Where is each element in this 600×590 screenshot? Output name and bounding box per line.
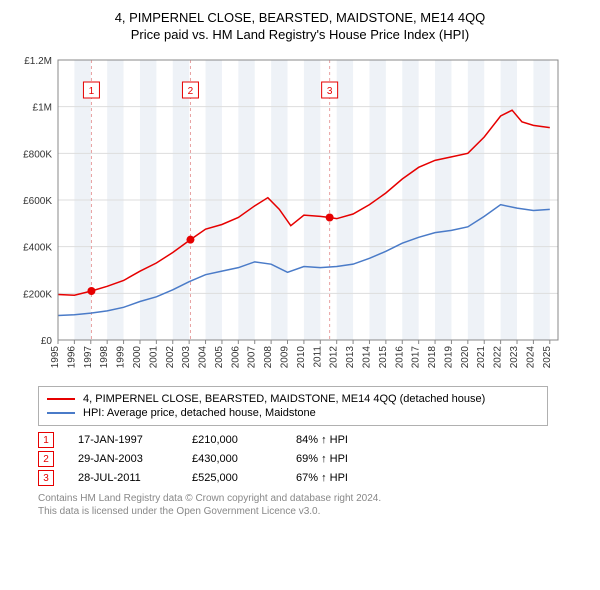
svg-text:2017: 2017 — [411, 346, 422, 369]
svg-text:2010: 2010 — [296, 346, 307, 369]
footer-line-2: This data is licensed under the Open Gov… — [38, 505, 592, 518]
legend-label: HPI: Average price, detached house, Maid… — [83, 407, 316, 419]
chart-subtitle: Price paid vs. HM Land Registry's House … — [8, 27, 592, 42]
svg-text:1996: 1996 — [66, 346, 77, 369]
svg-text:2003: 2003 — [181, 346, 192, 369]
footer-line-1: Contains HM Land Registry data © Crown c… — [38, 492, 592, 505]
svg-text:2018: 2018 — [427, 346, 438, 369]
marker-row: 2 29-JAN-2003 £430,000 69% ↑ HPI — [38, 451, 592, 467]
svg-text:2021: 2021 — [476, 346, 487, 369]
svg-text:2006: 2006 — [230, 346, 241, 369]
svg-text:2007: 2007 — [247, 346, 258, 369]
marker-delta: 84% ↑ HPI — [296, 434, 348, 446]
marker-delta: 67% ↑ HPI — [296, 472, 348, 484]
chart-title: 4, PIMPERNEL CLOSE, BEARSTED, MAIDSTONE,… — [8, 10, 592, 25]
svg-text:2023: 2023 — [509, 346, 520, 369]
svg-text:2000: 2000 — [132, 346, 143, 369]
svg-text:2009: 2009 — [280, 346, 291, 369]
legend-label: 4, PIMPERNEL CLOSE, BEARSTED, MAIDSTONE,… — [83, 393, 485, 405]
price-chart: 1 2 3 £0 £200K £400K £600K £800K £1M £1.2M 1995 199… — [8, 50, 568, 380]
marker-badge: 3 — [38, 470, 54, 486]
marker-delta: 69% ↑ HPI — [296, 453, 348, 465]
svg-text:3: 3 — [327, 86, 333, 97]
svg-text:2004: 2004 — [198, 346, 209, 369]
svg-text:£0: £0 — [41, 336, 53, 347]
svg-text:2001: 2001 — [148, 346, 159, 369]
legend-swatch — [47, 412, 75, 414]
marker-price: £525,000 — [192, 472, 272, 484]
marker-date: 28-JUL-2011 — [78, 472, 168, 484]
svg-text:2024: 2024 — [525, 346, 536, 369]
marker-badge: 1 — [38, 432, 54, 448]
svg-text:£800K: £800K — [23, 149, 52, 160]
svg-text:£600K: £600K — [23, 196, 52, 207]
svg-text:£1M: £1M — [33, 103, 52, 114]
marker-price: £430,000 — [192, 453, 272, 465]
svg-text:2012: 2012 — [329, 346, 340, 369]
svg-text:1998: 1998 — [99, 346, 110, 369]
svg-text:2016: 2016 — [394, 346, 405, 369]
legend-item: HPI: Average price, detached house, Maid… — [47, 407, 539, 419]
legend: 4, PIMPERNEL CLOSE, BEARSTED, MAIDSTONE,… — [38, 386, 548, 426]
marker-date: 17-JAN-1997 — [78, 434, 168, 446]
svg-text:£400K: £400K — [23, 243, 52, 254]
footer-note: Contains HM Land Registry data © Crown c… — [38, 492, 592, 518]
svg-text:1995: 1995 — [50, 346, 61, 369]
svg-text:2015: 2015 — [378, 346, 389, 369]
marker-row: 1 17-JAN-1997 £210,000 84% ↑ HPI — [38, 432, 592, 448]
svg-text:2002: 2002 — [165, 346, 176, 369]
marker-price: £210,000 — [192, 434, 272, 446]
svg-text:2014: 2014 — [361, 346, 372, 369]
svg-text:2020: 2020 — [460, 346, 471, 369]
svg-text:2013: 2013 — [345, 346, 356, 369]
svg-text:1999: 1999 — [116, 346, 127, 369]
marker-row: 3 28-JUL-2011 £525,000 67% ↑ HPI — [38, 470, 592, 486]
svg-text:1997: 1997 — [83, 346, 94, 369]
svg-text:2: 2 — [188, 86, 194, 97]
chart-container: 1 2 3 £0 £200K £400K £600K £800K £1M £1.2M 1995 199… — [8, 50, 592, 380]
svg-text:2019: 2019 — [443, 346, 454, 369]
legend-swatch — [47, 398, 75, 400]
svg-text:2011: 2011 — [312, 346, 323, 368]
svg-text:2005: 2005 — [214, 346, 225, 369]
svg-text:2022: 2022 — [493, 346, 504, 369]
svg-text:2025: 2025 — [542, 346, 553, 369]
legend-item: 4, PIMPERNEL CLOSE, BEARSTED, MAIDSTONE,… — [47, 393, 539, 405]
marker-date: 29-JAN-2003 — [78, 453, 168, 465]
marker-badge: 2 — [38, 451, 54, 467]
svg-text:1: 1 — [89, 86, 95, 97]
svg-text:£200K: £200K — [23, 289, 52, 300]
svg-text:£1.2M: £1.2M — [24, 56, 52, 67]
marker-table: 1 17-JAN-1997 £210,000 84% ↑ HPI 2 29-JAN-200… — [38, 432, 592, 486]
svg-text:2008: 2008 — [263, 346, 274, 369]
